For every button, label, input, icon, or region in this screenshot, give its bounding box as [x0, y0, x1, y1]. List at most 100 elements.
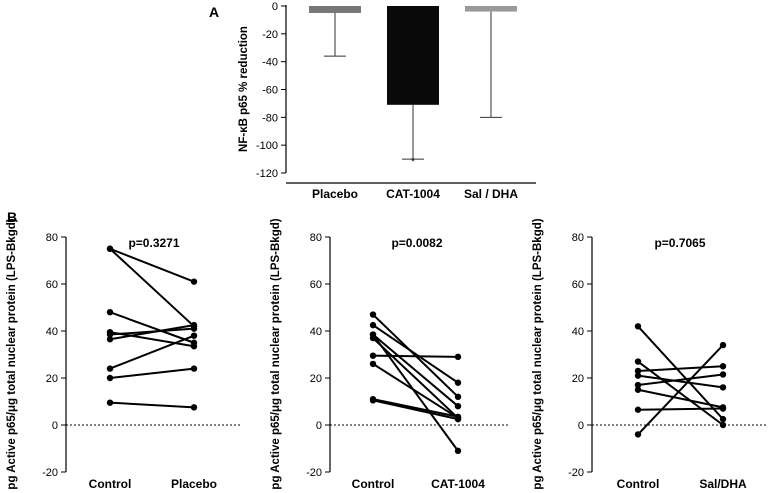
y-tick-label: -20: [42, 467, 58, 479]
point-control: [106, 336, 114, 343]
point-control: [106, 365, 114, 372]
y-ticks: -20 0 20 40 60 80: [568, 232, 592, 479]
y-tick-label: 60: [572, 279, 584, 291]
p-value: p=0.7065: [654, 236, 705, 250]
point-treatment: [190, 343, 198, 350]
y-axis-label: pg Active p65/μg total nuclear protein (…: [532, 218, 544, 489]
y-tick-label: 0: [52, 420, 58, 432]
x-tick-label: Placebo: [171, 477, 217, 491]
y-ticks: -20 0 20 40 60 80: [306, 232, 330, 479]
y-tick-label: 20: [46, 373, 58, 385]
y-tick-label: -100: [256, 140, 278, 152]
y-tick-label: -120: [256, 168, 278, 180]
point-control: [634, 372, 642, 379]
point-control: [106, 245, 114, 252]
point-treatment: [719, 421, 727, 429]
x-tick-label: Control: [352, 477, 395, 491]
point-control: [106, 331, 114, 338]
pair-line: [637, 374, 724, 389]
pair-line: [637, 388, 724, 409]
point-control: [369, 331, 377, 338]
point-treatment: [719, 371, 727, 378]
x-tick-label: Sal / DHA: [464, 187, 518, 201]
pair-line: [372, 399, 459, 421]
pair-line: [109, 367, 195, 379]
pair-line: [637, 360, 724, 426]
point-control: [369, 311, 377, 318]
panel-label-a: A: [209, 4, 219, 20]
y-tick-label: -40: [262, 57, 278, 69]
y-tick-label: 80: [46, 232, 58, 244]
pair-line: [372, 363, 459, 419]
pair-line: [637, 365, 724, 372]
y-tick-label: 40: [46, 326, 58, 338]
pair-line: [109, 247, 195, 283]
pair-line: [372, 333, 459, 407]
y-tick-label: -80: [262, 112, 278, 124]
point-treatment: [719, 363, 727, 370]
point-treatment: [719, 405, 727, 412]
y-tick-label: -20: [568, 467, 584, 479]
y-tick-label: 80: [572, 232, 584, 244]
pair-line: [109, 248, 195, 328]
y-ticks: -20 0 20 40 60 80: [42, 232, 66, 479]
x-tick-label: Control: [89, 477, 132, 491]
y-tick-label: -60: [262, 85, 278, 97]
pair-line: [372, 337, 459, 419]
pair-lines: [106, 245, 198, 411]
point-treatment: [454, 393, 462, 400]
point-treatment: [454, 379, 462, 386]
point-treatment: [454, 415, 462, 423]
y-tick-label: -20: [306, 467, 322, 479]
pair-lines: [369, 311, 462, 455]
point-control: [369, 397, 377, 404]
point-control: [369, 352, 377, 359]
x-tick-label: Control: [617, 477, 660, 491]
point-control: [634, 381, 642, 389]
point-control: [369, 360, 377, 368]
point-treatment: [719, 341, 727, 349]
panel-label-b: B: [7, 209, 17, 225]
y-tick-label: 0: [578, 420, 584, 432]
point-treatment: [190, 278, 198, 285]
x-tick-label: CAT-1004: [431, 477, 485, 491]
point-treatment: [719, 384, 727, 391]
pair-line: [637, 373, 724, 387]
point-control: [369, 321, 377, 329]
pair-line: [109, 324, 195, 341]
y-ticks: 0 -20 -40 -60 -80 -100 -120: [256, 1, 286, 180]
point-treatment: [719, 415, 727, 423]
y-tick-label: 0: [272, 1, 278, 13]
point-control: [634, 386, 642, 393]
y-tick-label: 20: [572, 373, 584, 385]
y-tick-label: 60: [310, 279, 322, 291]
p-value: p=0.3271: [128, 236, 179, 250]
point-treatment: [190, 321, 198, 329]
chart-b1-paired: -20 0 20 40 60 80 p=0.3271 Control Placebo pg…: [6, 218, 240, 491]
annotation: *: [411, 156, 416, 168]
y-axis-label: pg Active p65/μg total nuclear protein (…: [270, 218, 282, 489]
bar: [309, 6, 361, 13]
point-treatment: [190, 404, 198, 411]
x-tick-label: Placebo: [312, 187, 358, 201]
chart-a-bar: A 0 -20 -40 -60 -80 -100 -120 Placebo CAT-1004…: [209, 1, 536, 201]
y-tick-label: 40: [310, 326, 322, 338]
pair-line: [372, 354, 459, 358]
point-control: [106, 399, 114, 406]
y-tick-label: 60: [46, 279, 58, 291]
y-tick-label: -20: [262, 29, 278, 41]
y-tick-label: 20: [310, 373, 322, 385]
p-value: p=0.0082: [391, 236, 442, 250]
point-control: [634, 358, 642, 365]
y-axis-label: pg Active p65/μg total nuclear protein (…: [6, 218, 18, 489]
pair-line: [637, 407, 724, 411]
point-treatment: [454, 353, 462, 361]
y-tick-label: 0: [316, 420, 322, 432]
pair-line: [109, 401, 195, 409]
y-tick-label: 80: [310, 232, 322, 244]
y-tick-label: 40: [572, 326, 584, 338]
bar: [465, 6, 517, 12]
pair-line: [372, 324, 459, 384]
x-tick-label: Sal/DHA: [699, 477, 747, 491]
